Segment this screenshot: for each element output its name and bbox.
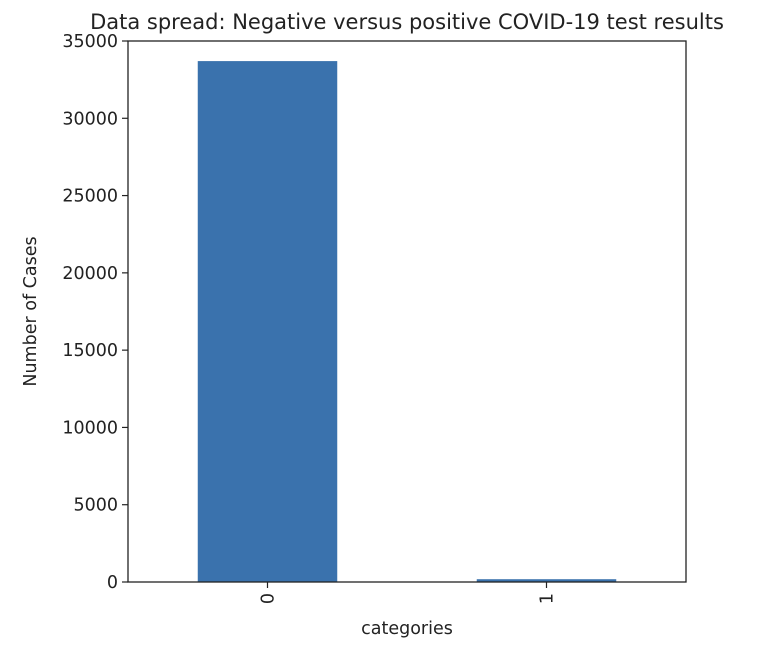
bar-0 bbox=[197, 61, 338, 582]
y-tick-label: 10000 bbox=[62, 418, 118, 438]
y-tick-label: 15000 bbox=[62, 341, 118, 361]
plot-area bbox=[127, 40, 687, 583]
y-tick-label: 20000 bbox=[62, 264, 118, 284]
y-tick-label: 25000 bbox=[62, 187, 118, 207]
y-axis-label: Number of Cases bbox=[21, 236, 41, 386]
bars bbox=[197, 61, 617, 582]
y-axis: 0 5000 10000 15000 20000 25000 30000 35000 bbox=[62, 32, 128, 593]
y-tick-label: 30000 bbox=[62, 109, 118, 129]
y-tick-label: 35000 bbox=[62, 32, 118, 52]
y-tick-label: 0 bbox=[107, 573, 118, 593]
chart-title: Data spread: Negative versus positive CO… bbox=[90, 10, 724, 34]
x-tick-label: 1 bbox=[538, 593, 558, 604]
bar-1 bbox=[476, 579, 617, 582]
y-tick-label: 5000 bbox=[73, 496, 118, 516]
plot-frame bbox=[127, 40, 687, 583]
x-tick-label: 0 bbox=[259, 593, 279, 604]
x-axis-label: categories bbox=[361, 619, 453, 639]
